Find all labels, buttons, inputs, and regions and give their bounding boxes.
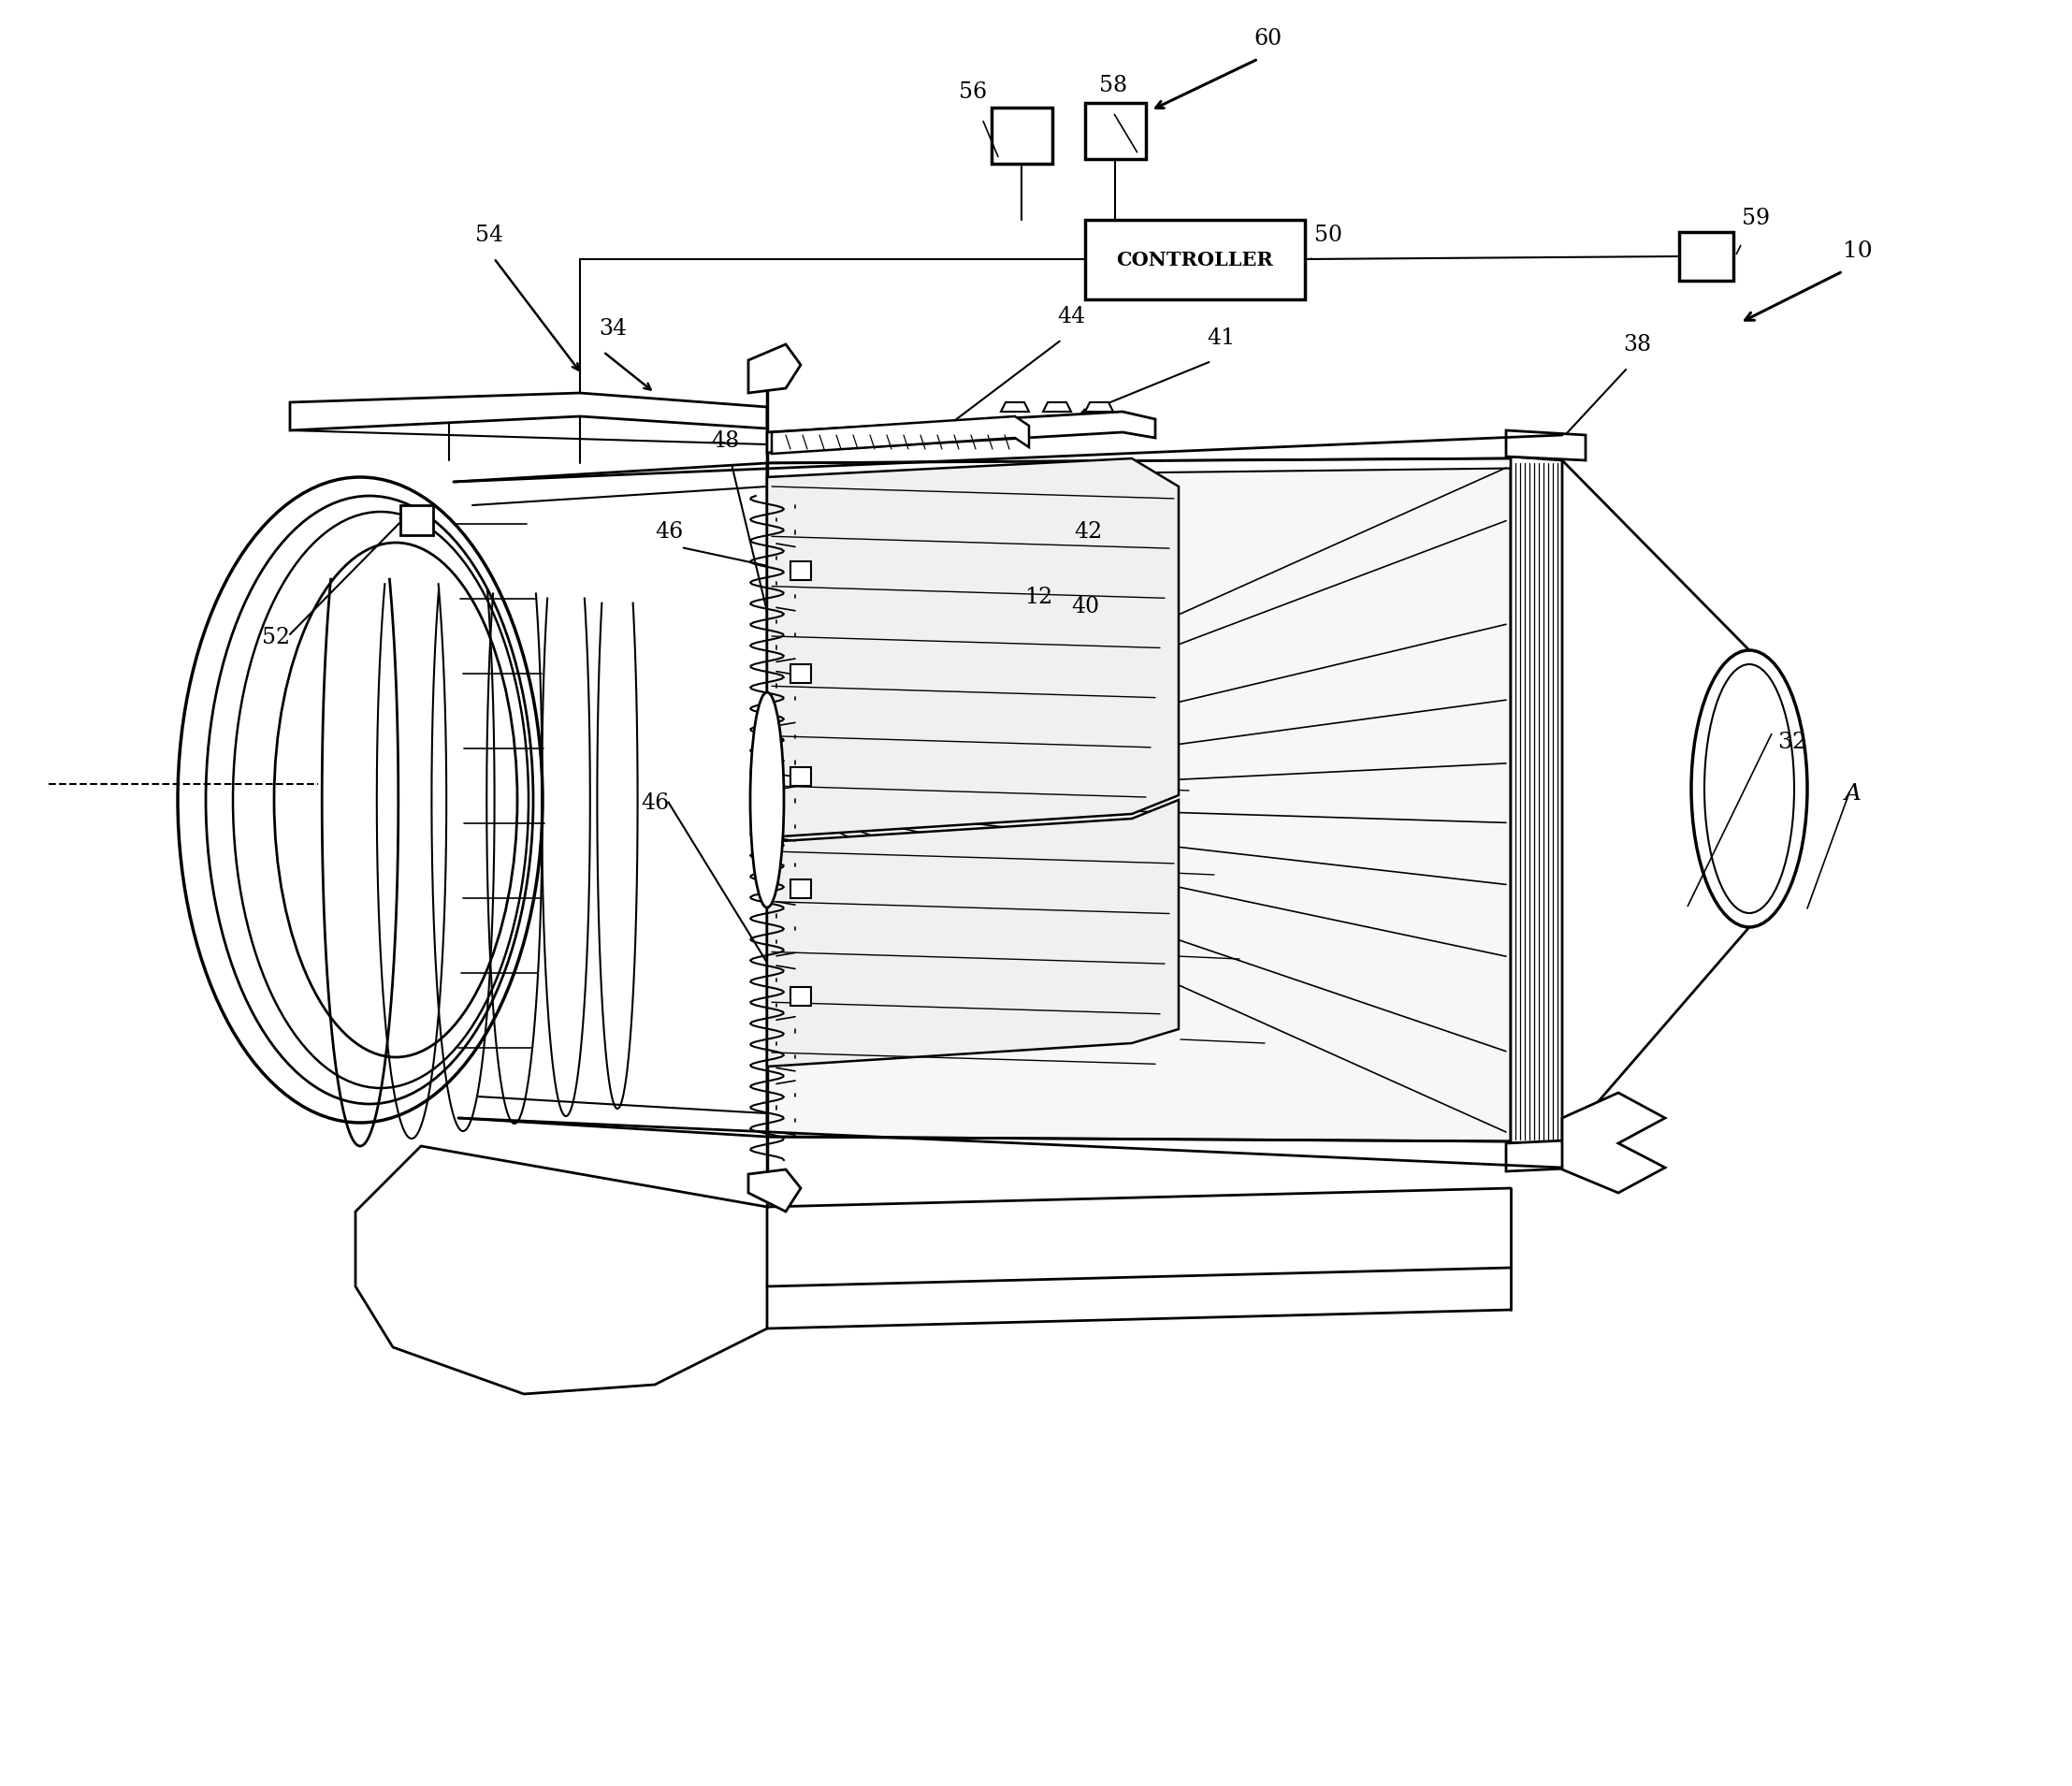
Polygon shape — [767, 411, 1156, 454]
Text: 32: 32 — [1778, 732, 1807, 754]
Text: 48: 48 — [711, 430, 740, 452]
Polygon shape — [1001, 402, 1030, 411]
Text: 59: 59 — [1743, 207, 1769, 229]
Text: CONTROLLER: CONTROLLER — [1117, 250, 1274, 270]
Polygon shape — [290, 393, 767, 430]
Text: 54: 54 — [474, 225, 503, 246]
Bar — [1086, 104, 1146, 159]
Bar — [1086, 220, 1305, 300]
Bar — [789, 768, 810, 786]
Polygon shape — [356, 1147, 767, 1395]
Text: A: A — [1844, 782, 1861, 804]
Polygon shape — [767, 459, 1510, 1141]
Polygon shape — [1506, 1139, 1585, 1172]
Text: 50: 50 — [1314, 225, 1343, 246]
Polygon shape — [1510, 457, 1562, 1143]
Polygon shape — [767, 459, 1552, 477]
Text: 12: 12 — [1024, 586, 1053, 607]
Text: 58: 58 — [1098, 75, 1127, 96]
Polygon shape — [1506, 430, 1585, 461]
Polygon shape — [1042, 402, 1071, 411]
Text: 46: 46 — [640, 793, 669, 814]
Polygon shape — [767, 459, 1179, 838]
Text: 56: 56 — [959, 82, 986, 104]
Text: 34: 34 — [599, 318, 628, 339]
Polygon shape — [771, 416, 1030, 454]
Text: 42: 42 — [1073, 522, 1102, 543]
Polygon shape — [767, 800, 1179, 1066]
Polygon shape — [1086, 402, 1113, 411]
Ellipse shape — [750, 693, 783, 907]
Bar — [992, 107, 1053, 164]
Text: 38: 38 — [1622, 334, 1651, 355]
Text: 46: 46 — [655, 522, 684, 543]
Polygon shape — [748, 1170, 800, 1211]
Text: 40: 40 — [1071, 597, 1100, 618]
Polygon shape — [1562, 1093, 1666, 1193]
Polygon shape — [748, 345, 800, 393]
Bar — [789, 561, 810, 580]
Bar — [400, 505, 433, 536]
Text: 41: 41 — [1206, 327, 1235, 348]
Bar — [789, 879, 810, 898]
Text: 52: 52 — [261, 627, 290, 648]
Bar — [789, 988, 810, 1006]
Text: 60: 60 — [1254, 29, 1283, 50]
Text: 44: 44 — [1057, 305, 1086, 327]
Bar — [789, 664, 810, 682]
Text: 10: 10 — [1842, 241, 1873, 263]
Bar — [1678, 232, 1734, 280]
